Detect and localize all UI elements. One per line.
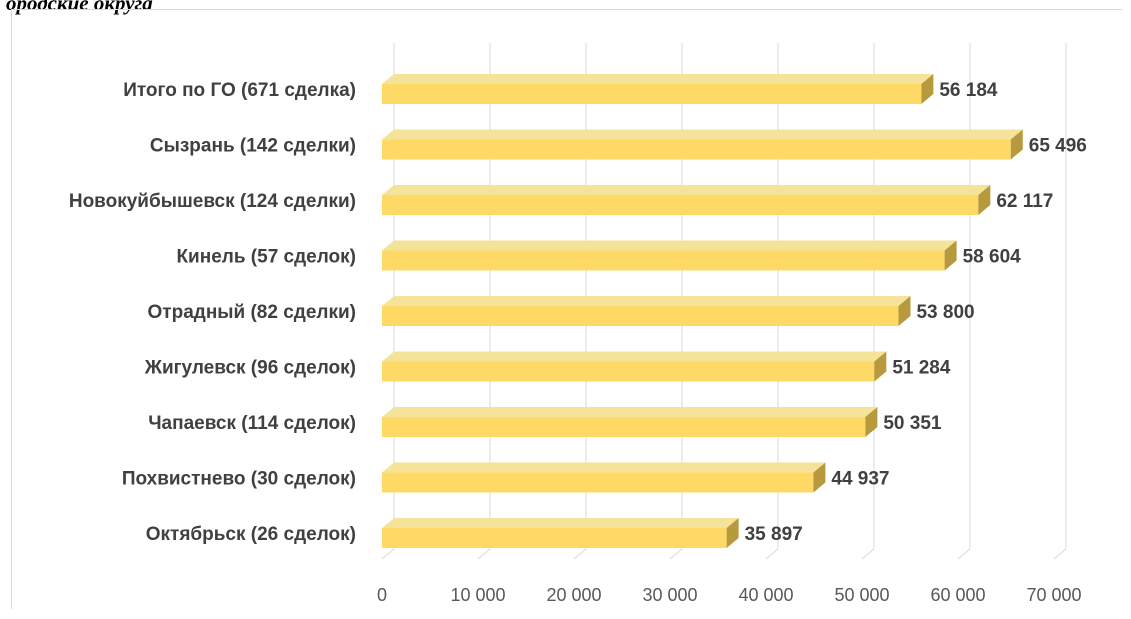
x-tick-label-6: 60 000: [930, 585, 985, 605]
category-labels: Итого по ГО (671 сделка) Сызрань (142 сде…: [69, 80, 356, 545]
chart-area: Итого по ГО (671 сделка) Сызрань (142 сде…: [11, 9, 1122, 609]
value-label-5: 51 284: [892, 358, 951, 379]
x-tick-label-5: 50 000: [834, 585, 889, 605]
bars: [382, 74, 1023, 548]
bar-3: [382, 240, 957, 271]
bar-chart: Итого по ГО (671 сделка) Сызрань (142 сде…: [69, 43, 1087, 605]
category-label-8: Октябрьск (26 сделок): [146, 524, 356, 545]
gridline-6: [957, 43, 971, 560]
bar-8: [382, 518, 739, 548]
category-label-7: Похвистнево (30 сделок): [122, 469, 356, 490]
bar-1: [382, 129, 1023, 160]
category-label-5: Жигулевск (96 сделок): [144, 358, 356, 379]
x-tick-label-7: 70 000: [1026, 585, 1081, 605]
value-label-2: 62 117: [996, 191, 1053, 212]
x-axis-ticks: 0 10 000 20 000 30 000 40 000 50 000 60 000 70 …: [377, 585, 1082, 605]
category-label-2: Новокуйбышевск (124 сделки): [69, 191, 356, 212]
bar-0: [382, 74, 934, 104]
value-label-3: 58 604: [963, 247, 1022, 268]
bar-2: [382, 185, 991, 215]
value-label-4: 53 800: [916, 302, 974, 323]
bar-4: [382, 296, 911, 326]
value-label-8: 35 897: [745, 524, 803, 545]
value-label-6: 50 351: [883, 413, 942, 434]
value-label-0: 56 184: [939, 80, 998, 101]
value-labels: 56 184 65 496 62 117 58 604 53 800 51 284 50 3…: [745, 80, 1087, 545]
value-label-1: 65 496: [1029, 136, 1087, 157]
category-label-1: Сызрань (142 сделки): [150, 136, 356, 157]
bar-5: [382, 351, 887, 382]
x-tick-label-4: 40 000: [738, 585, 793, 605]
category-label-0: Итого по ГО (671 сделка): [123, 80, 356, 101]
x-tick-label-0: 0: [377, 585, 387, 605]
gridline-7: [1053, 43, 1067, 560]
chart-caption: ородские округа: [6, 0, 153, 15]
x-tick-label-2: 20 000: [546, 585, 601, 605]
x-tick-label-3: 30 000: [642, 585, 697, 605]
value-label-7: 44 937: [831, 469, 889, 490]
bar-6: [382, 407, 878, 437]
category-label-3: Кинель (57 сделок): [176, 247, 356, 268]
x-tick-label-1: 10 000: [450, 585, 505, 605]
category-label-6: Чапаевск (114 сделок): [148, 413, 356, 434]
category-label-4: Отрадный (82 сделки): [148, 302, 357, 323]
bar-7: [382, 462, 826, 493]
